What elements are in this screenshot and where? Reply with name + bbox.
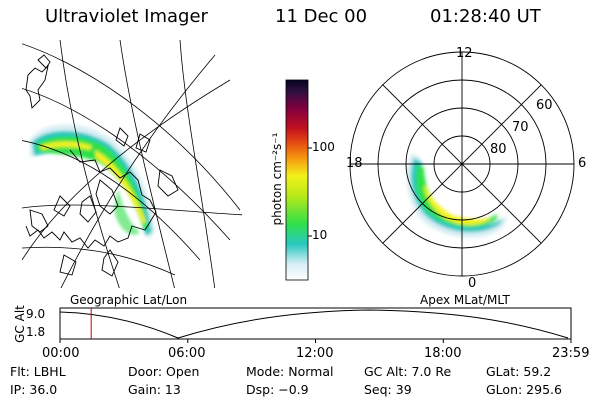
colorbar-label: photon cm⁻²s⁻¹ (270, 132, 284, 226)
colorbar-tick-100: 100 (312, 140, 335, 154)
gain-info: Gain: 13 (128, 382, 181, 397)
ip-info: IP: 36.0 (10, 382, 58, 397)
y-tick-9: 9.0 (26, 307, 46, 321)
x-tick-0600: 06:00 (168, 346, 206, 361)
altitude-curve (59, 309, 569, 339)
y-tick-1-8: 1.8 (26, 325, 46, 339)
x-tick-1800: 18:00 (424, 346, 462, 361)
mlat-label-70: 70 (512, 120, 529, 135)
door-info: Door: Open (128, 364, 200, 379)
x-tick-0000: 00:00 (42, 346, 80, 361)
mode-info: Mode: Normal (246, 364, 334, 379)
instrument-title: Ultraviolet Imager (45, 6, 208, 27)
mlat-label-60: 60 (536, 98, 553, 113)
seq-info: Seq: 39 (364, 382, 412, 397)
glon-info: GLon: 295.6 (486, 382, 562, 397)
aurora-oval-geographic (30, 124, 155, 240)
mlt-label-6: 6 (578, 156, 587, 171)
filter-info: Flt: LBHL (10, 364, 66, 379)
geographic-map (22, 40, 242, 288)
x-tick-marks (59, 339, 572, 343)
time-label: 01:28:40 UT (430, 6, 541, 27)
dsp-info: Dsp: −0.9 (246, 382, 309, 397)
apex-title: Apex MLat/MLT (420, 293, 510, 307)
mlat-label-80: 80 (490, 142, 507, 157)
polar-plot (349, 51, 575, 277)
gc-alt-info: GC Alt: 7.0 Re (364, 364, 452, 379)
map-graticule (22, 40, 242, 288)
x-tick-1200: 12:00 (296, 346, 334, 361)
mlt-label-18: 18 (346, 156, 363, 171)
date-label: 11 Dec 00 (275, 6, 368, 27)
mlt-label-12: 12 (456, 46, 473, 61)
mlt-label-0: 0 (468, 276, 477, 291)
polar-grid (349, 51, 575, 277)
x-tick-2359: 23:59 (552, 346, 590, 361)
colorbar (285, 79, 312, 281)
colorbar-tick-10: 10 (312, 228, 328, 242)
orbit-altitude-plot (59, 307, 572, 343)
aurora-oval-polar (406, 153, 508, 238)
geographic-title: Geographic Lat/Lon (70, 293, 188, 307)
gc-alt-axis-label: GC Alt (13, 305, 27, 343)
map-coastlines (25, 54, 179, 277)
glat-info: GLat: 59.2 (486, 364, 552, 379)
